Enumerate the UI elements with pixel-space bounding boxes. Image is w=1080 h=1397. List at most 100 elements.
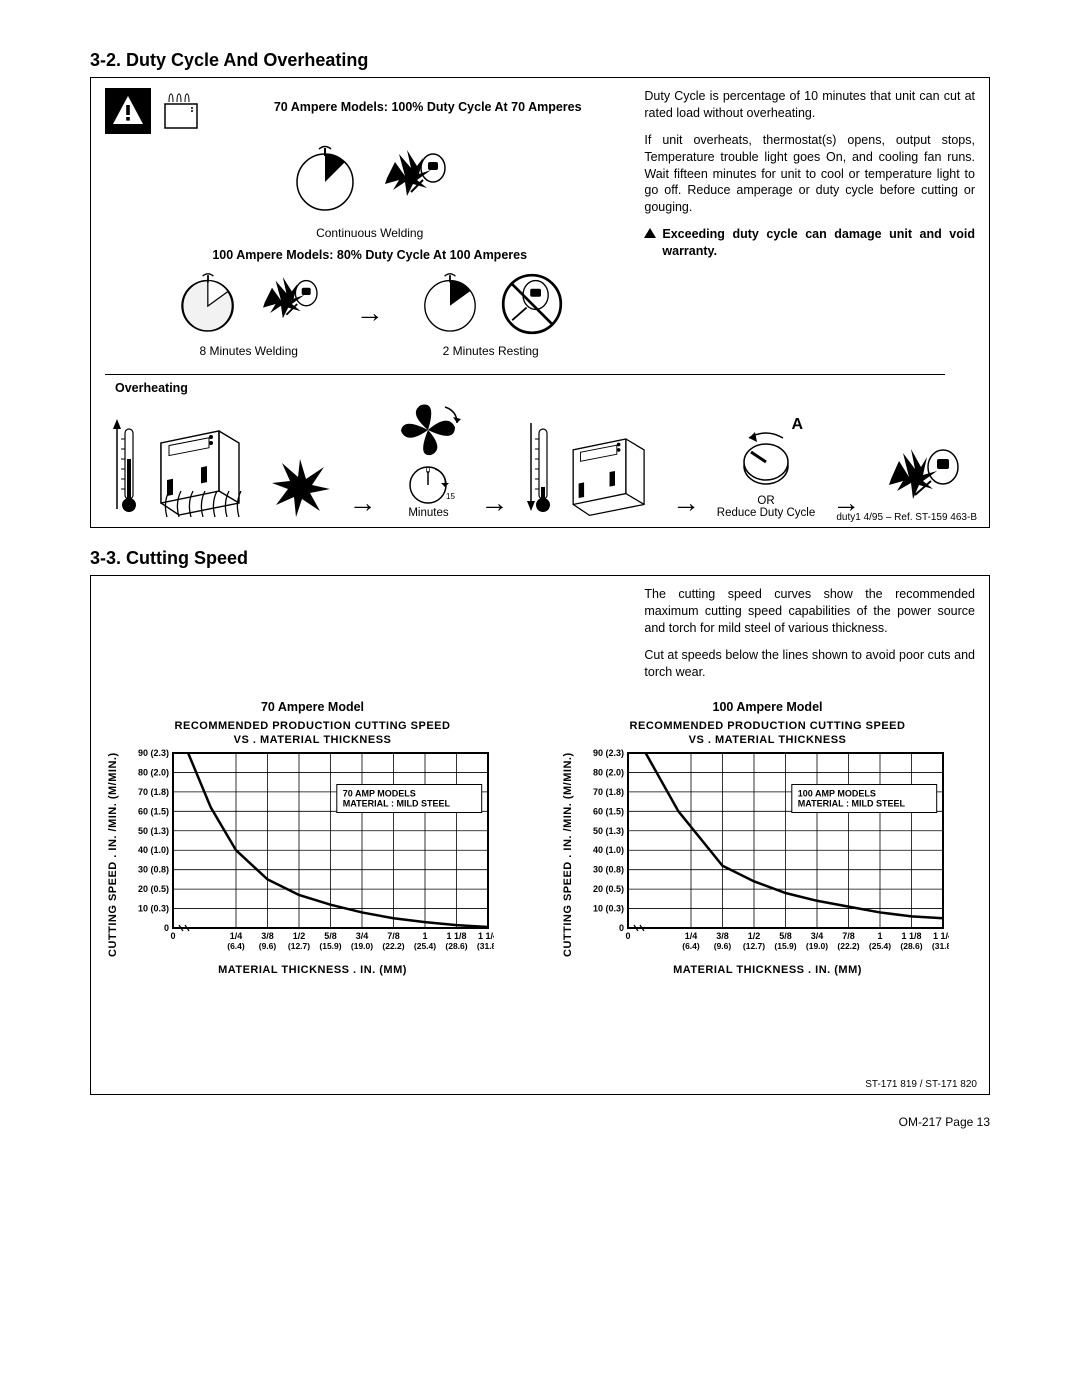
svg-text:(12.7): (12.7) — [743, 941, 765, 951]
svg-text:60 (1.5): 60 (1.5) — [593, 806, 624, 816]
burst-icon — [268, 455, 332, 519]
arrow-icon: → — [672, 487, 700, 519]
chart-70a-svg: 010 (0.3)20 (0.5)30 (0.8)40 (1.0)50 (1.3… — [121, 747, 494, 962]
svg-text:15: 15 — [446, 492, 455, 501]
svg-text:1 1/4: 1 1/4 — [478, 931, 494, 941]
svg-text:(22.2): (22.2) — [837, 941, 859, 951]
svg-text:10 (0.3): 10 (0.3) — [138, 903, 169, 913]
svg-text:0: 0 — [625, 931, 630, 941]
svg-text:0: 0 — [164, 923, 169, 933]
label-A: A — [791, 416, 803, 434]
svg-text:20 (0.5): 20 (0.5) — [593, 884, 624, 894]
svg-text:(9.6): (9.6) — [259, 941, 277, 951]
svg-text:30 (0.8): 30 (0.8) — [138, 864, 169, 874]
wait-clock-icon: 0 15 — [399, 459, 457, 507]
svg-text:50 (1.3): 50 (1.3) — [138, 826, 169, 836]
arrow-icon: → — [356, 297, 384, 329]
machine-cool-icon — [555, 419, 655, 519]
knob-reduce-icon — [733, 426, 799, 490]
welder-ok-icon — [877, 437, 969, 519]
svg-text:MATERIAL : MILD STEEL: MATERIAL : MILD STEEL — [798, 798, 906, 808]
svg-text:30 (0.8): 30 (0.8) — [593, 864, 624, 874]
svg-text:1/4: 1/4 — [685, 931, 698, 941]
section-3-3-heading: 3-3. Cutting Speed — [90, 548, 990, 569]
svg-text:(19.0): (19.0) — [806, 941, 828, 951]
duty-para-1: Duty Cycle is percentage of 10 minutes t… — [644, 88, 975, 122]
svg-text:90 (2.3): 90 (2.3) — [138, 748, 169, 758]
svg-text:40 (1.0): 40 (1.0) — [593, 845, 624, 855]
clock-20-rest-icon — [414, 268, 486, 340]
section-3-2-heading: 3-2. Duty Cycle And Overheating — [90, 50, 990, 71]
welder-no-icon — [496, 268, 568, 340]
svg-text:1/4: 1/4 — [230, 931, 243, 941]
page-footer: OM-217 Page 13 — [90, 1115, 990, 1129]
chart-70a: 70 Ampere Model RECOMMENDED PRODUCTION C… — [105, 700, 520, 975]
svg-text:3/8: 3/8 — [261, 931, 274, 941]
svg-text:(28.6): (28.6) — [900, 941, 922, 951]
svg-text:1: 1 — [422, 931, 427, 941]
svg-text:1 1/8: 1 1/8 — [901, 931, 921, 941]
chart-100a: 100 Ampere Model RECOMMENDED PRODUCTION … — [560, 700, 975, 975]
svg-text:(15.9): (15.9) — [319, 941, 341, 951]
duty-para-2: If unit overheats, thermostat(s) opens, … — [644, 132, 975, 216]
svg-text:70 (1.8): 70 (1.8) — [138, 787, 169, 797]
arrow-icon: → — [349, 487, 377, 519]
svg-text:(22.2): (22.2) — [382, 941, 404, 951]
svg-text:0: 0 — [619, 923, 624, 933]
svg-text:5/8: 5/8 — [779, 931, 792, 941]
svg-text:5/8: 5/8 — [324, 931, 337, 941]
svg-text:0: 0 — [170, 931, 175, 941]
continuous-welding-label: Continuous Welding — [105, 226, 634, 240]
welder-icon — [254, 268, 326, 340]
svg-text:7/8: 7/8 — [387, 931, 400, 941]
title-70a: 70 Ampere Models: 100% Duty Cycle At 70 … — [221, 100, 634, 114]
svg-text:(6.4): (6.4) — [682, 941, 700, 951]
ref-note-2: ST-171 819 / ST-171 820 — [865, 1079, 977, 1090]
svg-text:(28.6): (28.6) — [445, 941, 467, 951]
two-min-label: 2 Minutes Resting — [443, 344, 539, 358]
svg-text:3/4: 3/4 — [356, 931, 369, 941]
svg-text:1 1/8: 1 1/8 — [446, 931, 466, 941]
svg-text:10 (0.3): 10 (0.3) — [593, 903, 624, 913]
duty-cycle-box: 70 Ampere Models: 100% Duty Cycle At 70 … — [90, 77, 990, 528]
clock-100-icon — [285, 140, 365, 220]
svg-text:7/8: 7/8 — [842, 931, 855, 941]
svg-text:3/4: 3/4 — [811, 931, 824, 941]
or-label: OR — [757, 495, 774, 507]
svg-text:MATERIAL : MILD STEEL: MATERIAL : MILD STEEL — [343, 798, 451, 808]
svg-text:1: 1 — [877, 931, 882, 941]
svg-text:(25.4): (25.4) — [414, 941, 436, 951]
svg-text:100 AMP MODELS: 100 AMP MODELS — [798, 788, 876, 798]
title-100a: 100 Ampere Models: 80% Duty Cycle At 100… — [105, 248, 634, 262]
svg-text:60 (1.5): 60 (1.5) — [138, 806, 169, 816]
duty-warning: Exceeding duty cycle can damage unit and… — [644, 226, 975, 260]
svg-text:1 1/4: 1 1/4 — [933, 931, 949, 941]
thermo-up-icon — [111, 409, 137, 519]
svg-text:90 (2.3): 90 (2.3) — [593, 748, 624, 758]
eight-min-label: 8 Minutes Welding — [199, 344, 298, 358]
ref-note-1: duty1 4/95 – Ref. ST-159 463-B — [836, 512, 977, 523]
svg-text:3/8: 3/8 — [716, 931, 729, 941]
svg-text:1/2: 1/2 — [293, 931, 306, 941]
heat-waves-icon — [155, 483, 255, 519]
overheating-title: Overheating — [115, 381, 975, 395]
svg-text:(19.0): (19.0) — [351, 941, 373, 951]
svg-text:70 (1.8): 70 (1.8) — [593, 787, 624, 797]
clock-80-weld-icon — [172, 268, 244, 340]
chart-100a-svg: 0 10 (0.3) 20 (0.5) 30 (0.8) 40 (1.0) 50 (1.3… — [576, 747, 949, 962]
svg-text:(25.4): (25.4) — [869, 941, 891, 951]
triangle-icon — [644, 228, 656, 238]
minutes-label: Minutes — [408, 507, 448, 519]
svg-text:40 (1.0): 40 (1.0) — [138, 845, 169, 855]
caution-icon — [105, 88, 151, 134]
svg-text:(15.9): (15.9) — [774, 941, 796, 951]
arrow-icon: → — [480, 487, 508, 519]
cut-para-2: Cut at speeds below the lines shown to a… — [644, 647, 975, 681]
cutting-speed-box: The cutting speed curves show the recomm… — [90, 575, 990, 1095]
svg-text:50 (1.3): 50 (1.3) — [593, 826, 624, 836]
reduce-label: Reduce Duty Cycle — [717, 507, 815, 519]
fan-icon — [393, 401, 463, 459]
svg-text:(12.7): (12.7) — [288, 941, 310, 951]
machine-hot-icon — [159, 88, 205, 134]
thermo-down-icon — [525, 409, 551, 519]
